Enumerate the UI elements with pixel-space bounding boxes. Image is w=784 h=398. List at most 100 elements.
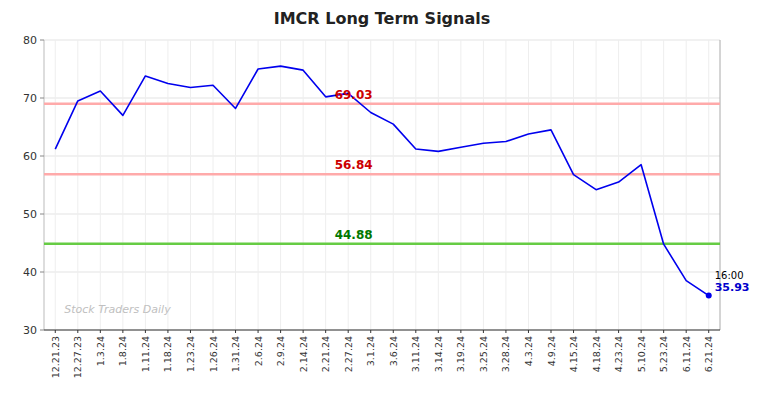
x-tick bbox=[370, 330, 371, 333]
grid-line bbox=[303, 40, 304, 330]
reference-label: 44.88 bbox=[335, 228, 373, 242]
x-tick-label: 5.23.24 bbox=[658, 336, 669, 372]
y-tick bbox=[40, 98, 44, 99]
reference-label: 56.84 bbox=[335, 158, 373, 172]
x-tick bbox=[596, 330, 597, 333]
x-tick-label: 1.23.24 bbox=[185, 336, 196, 372]
reference-line bbox=[44, 173, 720, 176]
x-tick bbox=[122, 330, 123, 333]
x-tick bbox=[686, 330, 687, 333]
x-tick-label: 1.26.24 bbox=[208, 336, 219, 372]
x-tick bbox=[258, 330, 259, 333]
x-tick bbox=[235, 330, 236, 333]
last-value-label: 35.93 bbox=[715, 281, 750, 294]
reference-label: 69.03 bbox=[335, 88, 373, 102]
x-tick-label: 4.23.24 bbox=[613, 336, 624, 372]
x-tick bbox=[325, 330, 326, 333]
grid-line bbox=[573, 40, 574, 330]
x-tick bbox=[708, 330, 709, 333]
grid-line bbox=[663, 40, 664, 330]
x-tick bbox=[438, 330, 439, 333]
x-tick-label: 4.3.24 bbox=[523, 336, 534, 366]
grid-line bbox=[190, 40, 191, 330]
x-tick bbox=[460, 330, 461, 333]
x-tick bbox=[415, 330, 416, 333]
x-tick-label: 3.11.24 bbox=[410, 336, 421, 372]
x-tick-label: 3.1.24 bbox=[365, 336, 376, 366]
x-tick bbox=[167, 330, 168, 333]
y-tick-label: 40 bbox=[23, 266, 37, 279]
plot-area bbox=[44, 66, 720, 299]
x-tick-label: 1.11.24 bbox=[140, 336, 151, 372]
x-tick-label: 5.10.24 bbox=[636, 336, 647, 372]
y-tick-label: 30 bbox=[23, 324, 37, 337]
grid-line bbox=[77, 40, 78, 330]
grid-line bbox=[370, 40, 371, 330]
x-tick bbox=[505, 330, 506, 333]
reference-line bbox=[44, 242, 720, 245]
x-tick bbox=[663, 330, 664, 333]
x-tick-label: 4.9.24 bbox=[546, 336, 557, 366]
y-tick bbox=[40, 156, 44, 157]
grid-line bbox=[280, 40, 281, 330]
x-tick-label: 1.3.24 bbox=[95, 336, 106, 366]
reference-line bbox=[44, 102, 720, 105]
grid-line bbox=[708, 40, 709, 330]
x-tick bbox=[55, 330, 56, 333]
last-point bbox=[706, 293, 712, 299]
grid-line bbox=[122, 40, 123, 330]
grid-line bbox=[325, 40, 326, 330]
x-tick-label: 1.18.24 bbox=[162, 336, 173, 372]
grid-line bbox=[235, 40, 236, 330]
grid-line bbox=[393, 40, 394, 330]
grid-line bbox=[505, 40, 506, 330]
last-label: 16:00 bbox=[715, 270, 744, 281]
grid-line bbox=[348, 40, 349, 330]
grid-line bbox=[100, 40, 101, 330]
x-tick bbox=[348, 330, 349, 333]
x-tick bbox=[573, 330, 574, 333]
grid-line bbox=[55, 40, 56, 330]
grid-line bbox=[415, 40, 416, 330]
x-tick-label: 3.6.24 bbox=[388, 336, 399, 366]
x-tick bbox=[393, 330, 394, 333]
x-tick-label: 2.27.24 bbox=[343, 336, 354, 372]
grid-line bbox=[686, 40, 687, 330]
grid-line bbox=[528, 40, 529, 330]
grid-line bbox=[551, 40, 552, 330]
x-tick bbox=[100, 330, 101, 333]
x-tick-label: 12.21.23 bbox=[50, 336, 61, 378]
y-tick bbox=[40, 330, 44, 331]
x-tick-label: 2.21.24 bbox=[320, 336, 331, 372]
x-tick-label: 1.8.24 bbox=[117, 336, 128, 366]
y-tick-label: 70 bbox=[23, 92, 37, 105]
y-tick-label: 50 bbox=[23, 208, 37, 221]
x-tick bbox=[528, 330, 529, 333]
x-tick bbox=[641, 330, 642, 333]
x-tick bbox=[145, 330, 146, 333]
x-tick bbox=[280, 330, 281, 333]
grid-line bbox=[483, 40, 484, 330]
y-tick bbox=[40, 40, 44, 41]
grid bbox=[44, 40, 720, 330]
title: IMCR Long Term Signals bbox=[274, 9, 491, 28]
grid-line bbox=[258, 40, 259, 330]
x-tick-label: 2.14.24 bbox=[298, 336, 309, 372]
x-tick bbox=[551, 330, 552, 333]
x-tick bbox=[618, 330, 619, 333]
x-tick-label: 1.31.24 bbox=[230, 336, 241, 372]
watermark: Stock Traders Daily bbox=[64, 303, 171, 316]
x-tick-label: 4.15.24 bbox=[568, 336, 579, 372]
y-axis bbox=[44, 40, 45, 330]
x-tick-label: 4.18.24 bbox=[591, 336, 602, 372]
grid-line bbox=[460, 40, 461, 330]
x-tick-label: 6.11.24 bbox=[681, 336, 692, 372]
x-tick bbox=[190, 330, 191, 333]
x-tick-label: 6.21.24 bbox=[703, 336, 714, 372]
x-tick-label: 2.9.24 bbox=[275, 336, 286, 366]
y-tick-label: 60 bbox=[23, 150, 37, 163]
x-tick bbox=[77, 330, 78, 333]
x-tick-label: 2.6.24 bbox=[253, 336, 264, 366]
y-tick-label: 80 bbox=[23, 34, 37, 47]
grid-line bbox=[641, 40, 642, 330]
